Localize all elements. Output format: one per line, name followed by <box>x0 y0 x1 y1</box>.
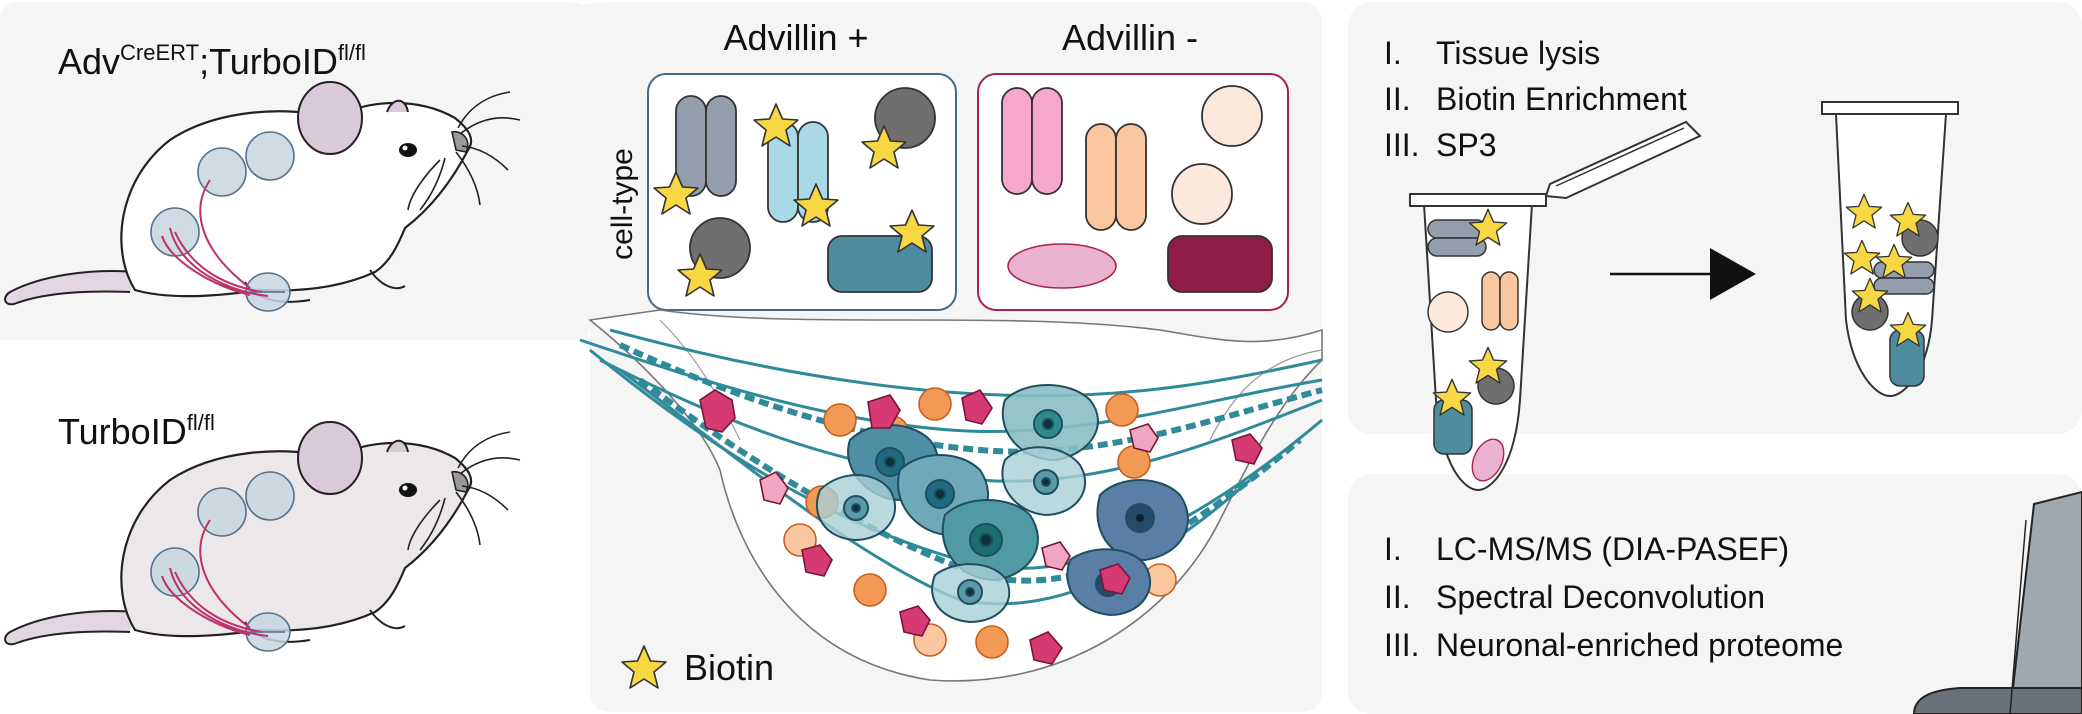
prep-steps-list: I. Tissue lysis II. Biotin Enrichment II… <box>1384 35 1687 163</box>
ms-step-3-text: Neuronal-enriched proteome <box>1436 627 1843 663</box>
prep-step-2-numeral: II. <box>1384 81 1411 117</box>
prep-step-2-text: Biotin Enrichment <box>1436 81 1687 117</box>
darkgray-cell <box>874 87 936 149</box>
ms-step-2-text: Spectral Deconvolution <box>1436 579 1765 615</box>
advillin-negative-title: Advillin - <box>1062 17 1198 58</box>
biotin-legend-label: Biotin <box>684 647 774 688</box>
ms-steps-list: I. LC-MS/MS (DIA-PASEF) II. Spectral Dec… <box>1384 531 1843 663</box>
process-arrow <box>1610 248 1756 300</box>
lightblue-cell-pair <box>767 121 829 223</box>
pink-cell-pair <box>1001 87 1063 195</box>
cell-type-axis-label: cell-type <box>606 148 639 260</box>
advillin-positive-title: Advillin + <box>723 17 868 58</box>
mouse-control-illustration <box>3 420 522 653</box>
prep-step-1-numeral: I. <box>1384 35 1402 71</box>
cream-cell <box>1171 163 1233 225</box>
cream-cell <box>1201 85 1263 147</box>
ms-step-3-numeral: III. <box>1384 627 1420 663</box>
maroon-cell <box>1167 235 1273 293</box>
genotype-control-label: TurboIDfl/fl <box>58 410 215 452</box>
peach-cell-pair <box>1085 123 1147 231</box>
mauve-cell <box>1007 243 1117 289</box>
prep-step-3-text: SP3 <box>1436 127 1496 163</box>
mass-spectrometer-illustration <box>1912 490 2082 714</box>
darkgray-cell <box>689 217 751 279</box>
ms-step-2-numeral: II. <box>1384 579 1411 615</box>
slate-cell-pair <box>675 95 737 197</box>
genotype-experimental-label: AdvCreERT;TurboIDfl/fl <box>58 40 366 82</box>
teal-cell <box>827 235 933 293</box>
ms-step-1-numeral: I. <box>1384 531 1402 567</box>
drg-ganglion-illustration <box>579 309 1323 682</box>
ms-step-1-text: LC-MS/MS (DIA-PASEF) <box>1436 531 1789 567</box>
prep-step-1-text: Tissue lysis <box>1436 35 1600 71</box>
enriched-tube-illustration <box>1821 101 1959 398</box>
lysis-tube-illustration <box>1409 120 1702 492</box>
ms-panel-bg <box>1348 474 2082 714</box>
prep-step-3-numeral: III. <box>1384 127 1420 163</box>
